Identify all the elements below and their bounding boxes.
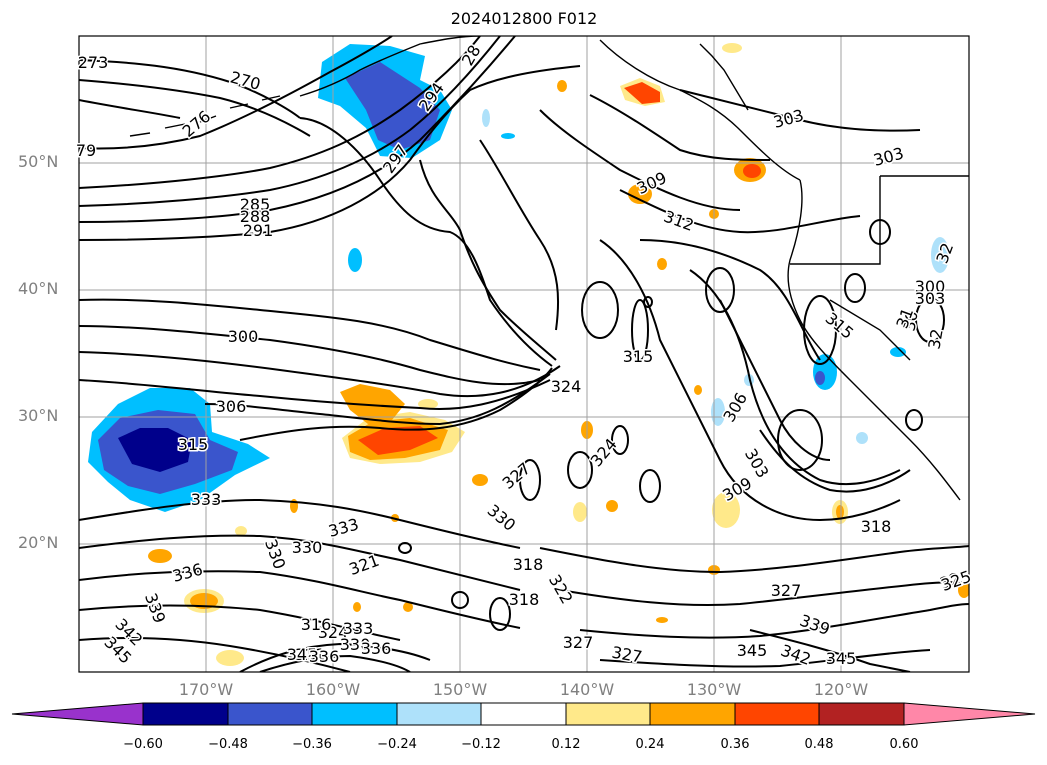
contour-label: 330 (292, 538, 323, 557)
contour-label: 333 (326, 515, 360, 541)
lon-label-170w: 170°W (178, 680, 234, 699)
contour-label: 315 (623, 347, 654, 366)
contour-label: 315 (178, 435, 209, 454)
contour-label: 336 (361, 639, 392, 658)
contour-label: 333 (191, 490, 222, 509)
lat-label-30n: 30°N (18, 406, 59, 425)
colorbar-tick: −0.36 (292, 737, 332, 752)
lat-label-20n: 20°N (18, 533, 59, 552)
contour-label: 327 (771, 581, 802, 600)
contour-label: 316 (301, 615, 332, 634)
contour-label: 318 (513, 555, 544, 574)
contour-label: 273 (78, 53, 109, 72)
contour-label: 324 (318, 623, 349, 642)
contour-label: 327 (499, 459, 535, 493)
colorbar-tick: 0.36 (720, 737, 750, 752)
colorbar-tick: −0.12 (461, 737, 501, 752)
contour-label: 321 (295, 645, 326, 664)
lon-label-160w: 160°W (305, 680, 361, 699)
contour-label: 276 (179, 107, 215, 141)
contour-label: 339 (797, 611, 832, 639)
contour-label: 306 (216, 397, 247, 416)
contour-label: 324 (551, 377, 582, 396)
negative-anomaly-region (118, 428, 192, 472)
coastlines (129, 36, 969, 501)
contour-label: 339 (141, 591, 169, 626)
contour-label: 336 (170, 560, 204, 586)
graticule (79, 36, 969, 672)
height-contours (79, 36, 969, 672)
contour-label: 79 (76, 141, 96, 160)
contour-label: 318 (861, 517, 892, 536)
contour-label: 291 (243, 221, 274, 240)
contour-label: 322 (545, 571, 577, 607)
contour-label: 336 (309, 647, 340, 666)
contour-label: 330 (484, 501, 520, 535)
colorbar-tick: 0.48 (804, 737, 834, 752)
map-title: 2024012800 F012 (450, 9, 598, 28)
lat-label-40n: 40°N (18, 279, 59, 298)
colorbar-tick: −0.60 (123, 737, 163, 752)
lon-label-130w: 130°W (686, 680, 742, 699)
contour-label: 303 (871, 144, 905, 170)
contour-label: 270 (228, 68, 262, 94)
contour-labels: 2732702767928528829129729428303303309312… (74, 40, 975, 670)
contour-label: 345 (826, 649, 857, 668)
contour-label: 327 (610, 643, 643, 667)
contour-label: 300 (915, 277, 946, 296)
contour-label: 312 (661, 207, 696, 235)
colorbar-extend-low (11, 702, 144, 726)
contour-label: 333 (343, 619, 374, 638)
colorbar (11, 702, 1036, 726)
contour-label: 345 (287, 645, 318, 664)
contour-label: 330 (340, 635, 371, 654)
contour-label: 32 (924, 327, 946, 350)
contour-label: 28 (458, 42, 485, 69)
lat-label-50n: 50°N (18, 152, 59, 171)
contour-label: 303 (915, 289, 946, 308)
positive-anomaly-region (358, 426, 438, 455)
contour-label: 327 (563, 633, 594, 652)
contour-label: 285 (240, 195, 271, 214)
contour-label: 345 (737, 641, 768, 660)
filled-anomalies (88, 43, 969, 666)
colorbar-tick: −0.48 (208, 737, 248, 752)
contour-label: 318 (509, 590, 540, 609)
contour-label: 306 (719, 389, 751, 425)
map-frame (78, 35, 970, 673)
contour-label: 288 (240, 207, 271, 226)
lon-label-150w: 150°W (432, 680, 488, 699)
colorbar-extend-high (903, 702, 1036, 726)
contour-label: 300 (228, 327, 259, 346)
colorbar-tick: 0.24 (635, 737, 665, 752)
lon-label-140w: 140°W (559, 680, 615, 699)
lon-label-120w: 120°W (813, 680, 869, 699)
contour-label: 330 (261, 537, 289, 572)
contour-label: 321 (347, 551, 382, 579)
colorbar-tick: 0.12 (551, 737, 581, 752)
contour-label: 303 (771, 106, 805, 132)
colorbar-tick: 0.60 (889, 737, 919, 752)
colorbar-tick: −0.24 (377, 737, 417, 752)
negative-anomaly-region (345, 62, 440, 150)
